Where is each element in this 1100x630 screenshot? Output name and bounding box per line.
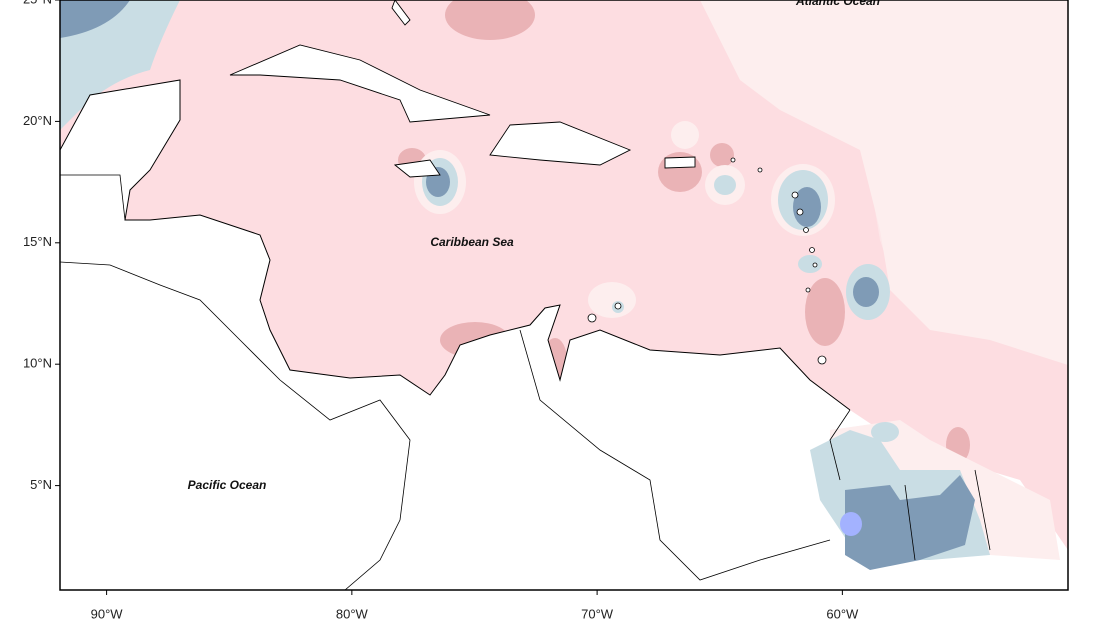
map-area: Atlantic Ocean Caribbean Sea Pacific Oce… bbox=[60, 0, 1068, 590]
y-tick-label: 10°N bbox=[23, 356, 52, 371]
y-tick-label: 25°N bbox=[23, 0, 52, 6]
island bbox=[664, 156, 696, 169]
island bbox=[391, 0, 411, 26]
islands bbox=[587, 157, 827, 365]
y-tick-label: 20°N bbox=[23, 113, 52, 128]
ocean-label: Atlantic Ocean bbox=[795, 0, 880, 8]
light-pink-region bbox=[860, 90, 1068, 360]
ocean-label: Caribbean Sea bbox=[430, 235, 514, 249]
x-tick-label: 90°W bbox=[91, 606, 124, 621]
blue-region bbox=[60, 0, 130, 38]
y-tick-label: 15°N bbox=[23, 234, 52, 249]
x-tick-label: 60°W bbox=[826, 606, 859, 621]
island bbox=[229, 44, 491, 123]
land bbox=[60, 0, 991, 590]
coastline bbox=[60, 79, 851, 590]
island bbox=[489, 121, 632, 166]
island bbox=[393, 159, 441, 178]
ocean-label: Pacific Ocean bbox=[188, 478, 267, 492]
ticks: 90°W 80°W 70°W 60°W 25°N 20°N 15°N 10°N 5°N bbox=[23, 0, 859, 621]
frame bbox=[59, 0, 1069, 591]
x-tick-label: 70°W bbox=[581, 606, 614, 621]
y-tick-label: 5°N bbox=[30, 477, 52, 492]
sea-field bbox=[60, 0, 1068, 550]
border bbox=[60, 174, 991, 590]
x-tick-label: 80°W bbox=[336, 606, 369, 621]
